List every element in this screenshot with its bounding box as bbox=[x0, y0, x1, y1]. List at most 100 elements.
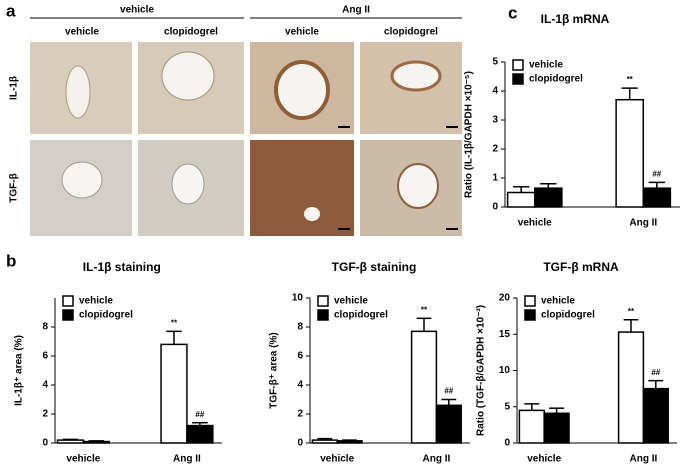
panel-label: c bbox=[508, 3, 517, 22]
y-tick-label: 4 bbox=[492, 86, 498, 97]
legend-swatch bbox=[524, 309, 536, 321]
scale-bar bbox=[338, 126, 350, 128]
bar bbox=[506, 191, 536, 208]
chart-title: IL-1β mRNA bbox=[541, 12, 610, 26]
y-tick-label: 5 bbox=[504, 401, 510, 412]
vessel bbox=[65, 65, 91, 119]
column-label: clopidogrel bbox=[164, 27, 218, 38]
x-tick-label: vehicle bbox=[320, 454, 354, 465]
bar bbox=[336, 440, 363, 444]
column-label: clopidogrel bbox=[384, 27, 438, 38]
significance-label: ** bbox=[627, 75, 634, 84]
bar bbox=[543, 412, 570, 444]
significance-label: ## bbox=[444, 387, 453, 396]
vessel bbox=[161, 51, 215, 101]
column-label: vehicle bbox=[65, 27, 99, 38]
y-axis-label: Ratio (TGF-β/GAPDH ×10⁻³) bbox=[476, 305, 487, 436]
x-tick-label: Ang II bbox=[629, 218, 657, 229]
y-tick-label: 15 bbox=[499, 329, 511, 340]
bar bbox=[518, 409, 545, 444]
significance-label: ## bbox=[195, 410, 204, 419]
legend-swatch bbox=[62, 309, 74, 321]
row-label: IL-1β bbox=[9, 76, 20, 100]
panel-label: a bbox=[6, 1, 16, 20]
group-label: Ang II bbox=[342, 5, 370, 16]
vessel bbox=[390, 60, 442, 92]
y-tick-label: 2 bbox=[42, 409, 48, 420]
vessel bbox=[397, 163, 439, 209]
bar bbox=[435, 404, 462, 444]
chart-title: TGF-β mRNA bbox=[543, 260, 619, 274]
y-tick-label: 6 bbox=[297, 351, 303, 362]
bar bbox=[410, 330, 438, 444]
significance-label: ** bbox=[421, 305, 428, 314]
panel-label: b bbox=[6, 251, 16, 270]
vessel bbox=[171, 163, 205, 205]
bar bbox=[82, 440, 111, 444]
legend-label: clopidogrel bbox=[541, 310, 595, 321]
bar bbox=[311, 439, 338, 444]
scale-bar bbox=[446, 126, 458, 128]
group-label: vehicle bbox=[120, 5, 154, 16]
y-tick-label: 6 bbox=[42, 351, 48, 362]
y-axis-label: Ratio (IL-1β/GAPDH ×10⁻⁵) bbox=[464, 71, 475, 198]
legend-label: vehicle bbox=[79, 296, 113, 307]
y-tick-label: 2 bbox=[297, 409, 303, 420]
y-tick-label: 10 bbox=[292, 293, 304, 304]
y-axis-label: TGF-β⁺ area (%) bbox=[269, 332, 280, 408]
y-tick-label: 5 bbox=[492, 57, 498, 68]
x-tick-label: vehicle bbox=[518, 218, 552, 229]
legend-label: clopidogrel bbox=[79, 310, 133, 321]
bar bbox=[186, 424, 214, 444]
significance-label: ** bbox=[628, 307, 635, 316]
y-tick-label: 4 bbox=[42, 380, 48, 391]
row-label: TGF-β bbox=[9, 173, 20, 202]
legend-swatch bbox=[317, 309, 329, 321]
y-tick-label: 0 bbox=[297, 438, 303, 449]
legend-label: vehicle bbox=[529, 60, 563, 71]
y-tick-label: 2 bbox=[492, 144, 498, 155]
y-tick-label: 20 bbox=[499, 293, 511, 304]
x-tick-label: vehicle bbox=[66, 454, 100, 465]
vessel bbox=[304, 207, 320, 221]
legend-label: clopidogrel bbox=[334, 310, 388, 321]
bar bbox=[534, 187, 563, 208]
significance-label: ** bbox=[171, 318, 178, 327]
y-tick-label: 0 bbox=[504, 438, 510, 449]
y-tick-label: 1 bbox=[492, 173, 498, 184]
y-tick-label: 3 bbox=[492, 115, 498, 126]
legend-label: vehicle bbox=[541, 296, 575, 307]
x-tick-label: vehicle bbox=[527, 454, 561, 465]
legend-swatch bbox=[317, 295, 329, 307]
bar bbox=[160, 343, 188, 444]
y-tick-label: 10 bbox=[499, 365, 511, 376]
vessel bbox=[274, 60, 330, 120]
legend-swatch bbox=[512, 59, 524, 71]
bar bbox=[642, 187, 672, 208]
significance-label: ## bbox=[651, 368, 660, 377]
scale-bar bbox=[446, 228, 458, 230]
legend-label: vehicle bbox=[334, 296, 368, 307]
bar bbox=[615, 98, 644, 208]
y-tick-label: 0 bbox=[42, 438, 48, 449]
chart-title: IL-1β staining bbox=[83, 260, 161, 274]
legend-swatch bbox=[524, 295, 536, 307]
x-tick-label: Ang II bbox=[423, 454, 451, 465]
micrographs bbox=[30, 42, 462, 236]
column-label: vehicle bbox=[285, 27, 319, 38]
scale-bar bbox=[338, 228, 350, 230]
significance-label: ## bbox=[652, 169, 661, 178]
vessel bbox=[61, 161, 103, 199]
legend-swatch bbox=[62, 295, 74, 307]
x-tick-label: Ang II bbox=[630, 454, 658, 465]
y-tick-label: 0 bbox=[492, 202, 498, 213]
y-tick-label: 8 bbox=[297, 322, 303, 333]
legend-swatch bbox=[512, 73, 524, 85]
chart-title: TGF-β staining bbox=[332, 260, 417, 274]
y-tick-label: 8 bbox=[42, 322, 48, 333]
y-tick-label: 4 bbox=[297, 380, 303, 391]
bar bbox=[56, 439, 85, 444]
y-axis-label: IL-1β⁺ area (%) bbox=[14, 335, 25, 406]
legend-label: clopidogrel bbox=[529, 74, 583, 85]
